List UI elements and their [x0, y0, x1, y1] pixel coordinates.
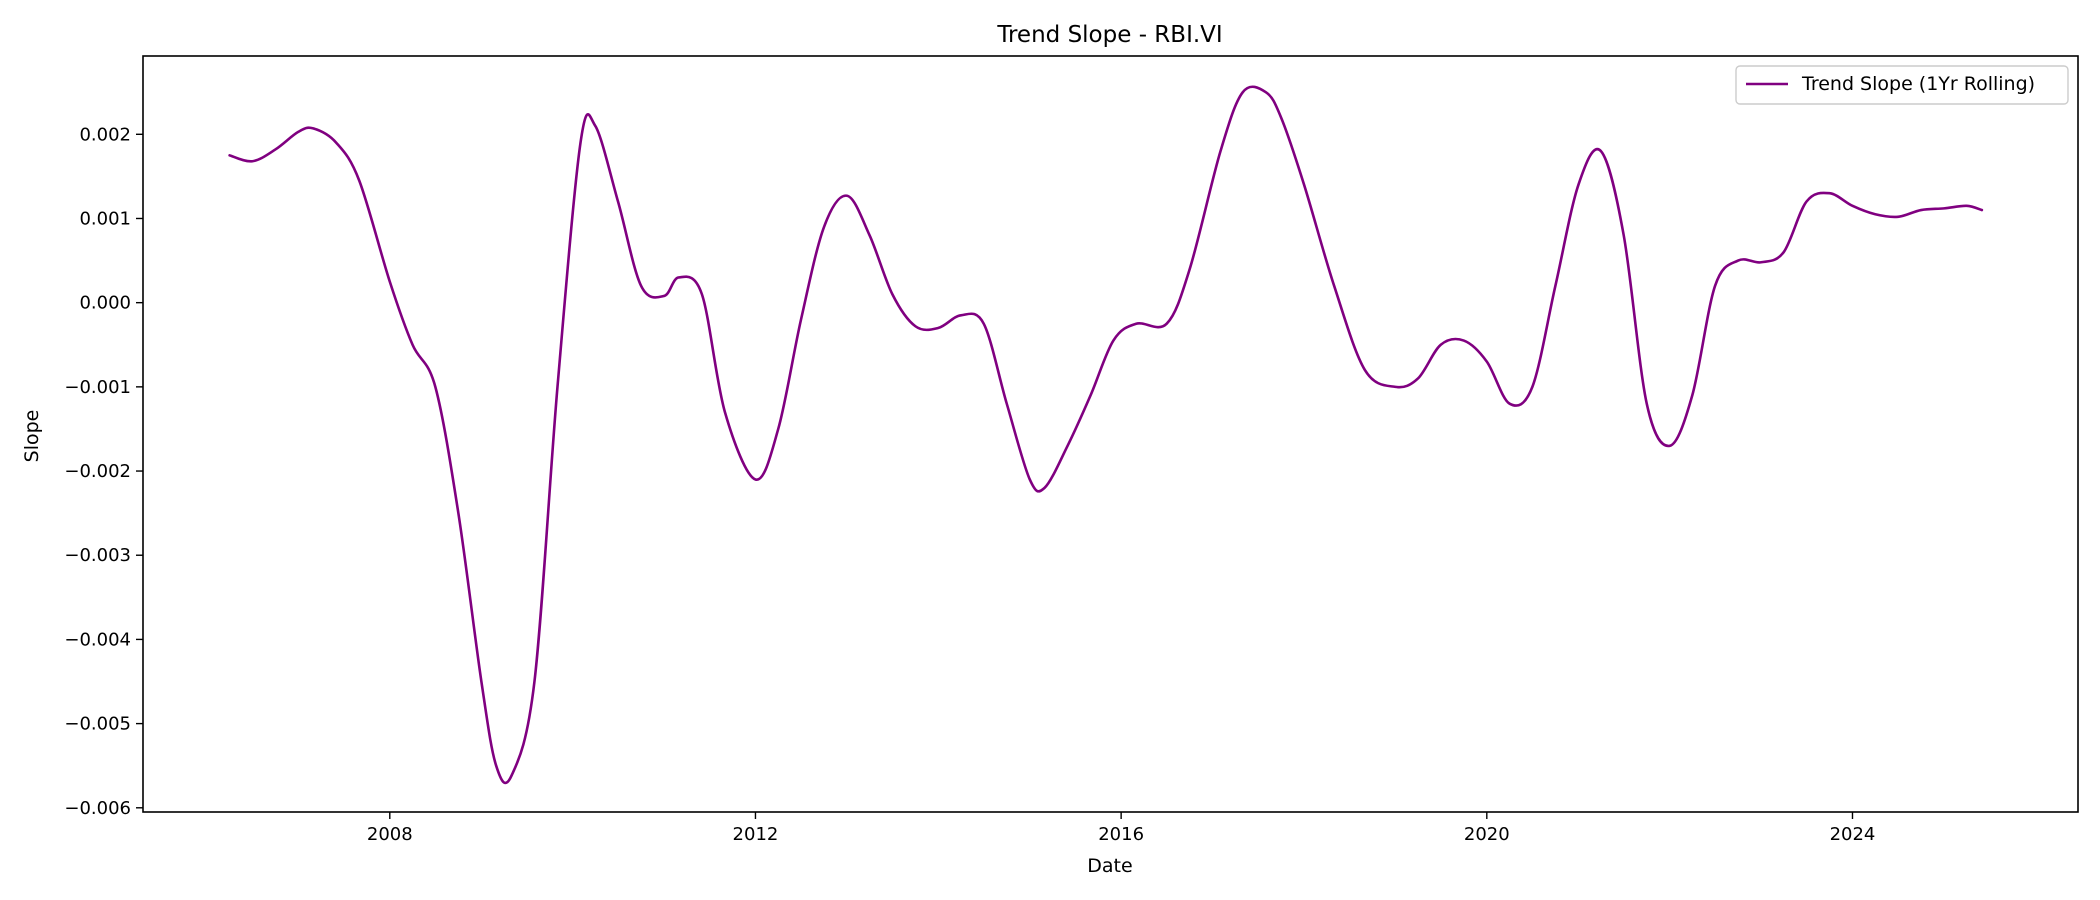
x-tick-label: 2012: [733, 824, 779, 845]
y-tick-label: −0.001: [64, 377, 131, 398]
x-tick-label: 2024: [1830, 824, 1876, 845]
y-tick-label: 0.001: [79, 208, 131, 229]
x-tick-label: 2008: [367, 824, 413, 845]
y-tick-label: −0.002: [64, 461, 131, 482]
series-line-trend-slope: [228, 85, 1984, 785]
chart-title: Trend Slope - RBI.VI: [996, 22, 1222, 48]
x-tick-label: 2016: [1098, 824, 1144, 845]
x-tick-label: 2020: [1464, 824, 1510, 845]
legend[interactable]: Trend Slope (1Yr Rolling): [1735, 65, 2069, 105]
y-tick-label: 0.002: [79, 124, 131, 145]
plot-frame: [142, 55, 2079, 813]
y-tick-label: 0.000: [79, 293, 131, 314]
legend-box: [1735, 65, 2069, 105]
y-tick-label: −0.003: [64, 545, 131, 566]
y-tick-label: −0.004: [64, 629, 131, 650]
y-tick-label: −0.006: [64, 798, 131, 819]
x-axis: 2008 2012 2016 2020 2024: [367, 812, 1876, 845]
plot-area: [228, 85, 1984, 785]
y-axis-title: Slope: [21, 410, 43, 463]
legend-label: Trend Slope (1Yr Rolling): [1801, 73, 2035, 95]
y-tick-label: −0.005: [64, 714, 131, 735]
y-axis: 0.002 0.001 0.000 −0.001 −0.002 −0.003 −0.004 −…: [64, 124, 143, 819]
x-axis-title: Date: [1087, 855, 1132, 877]
